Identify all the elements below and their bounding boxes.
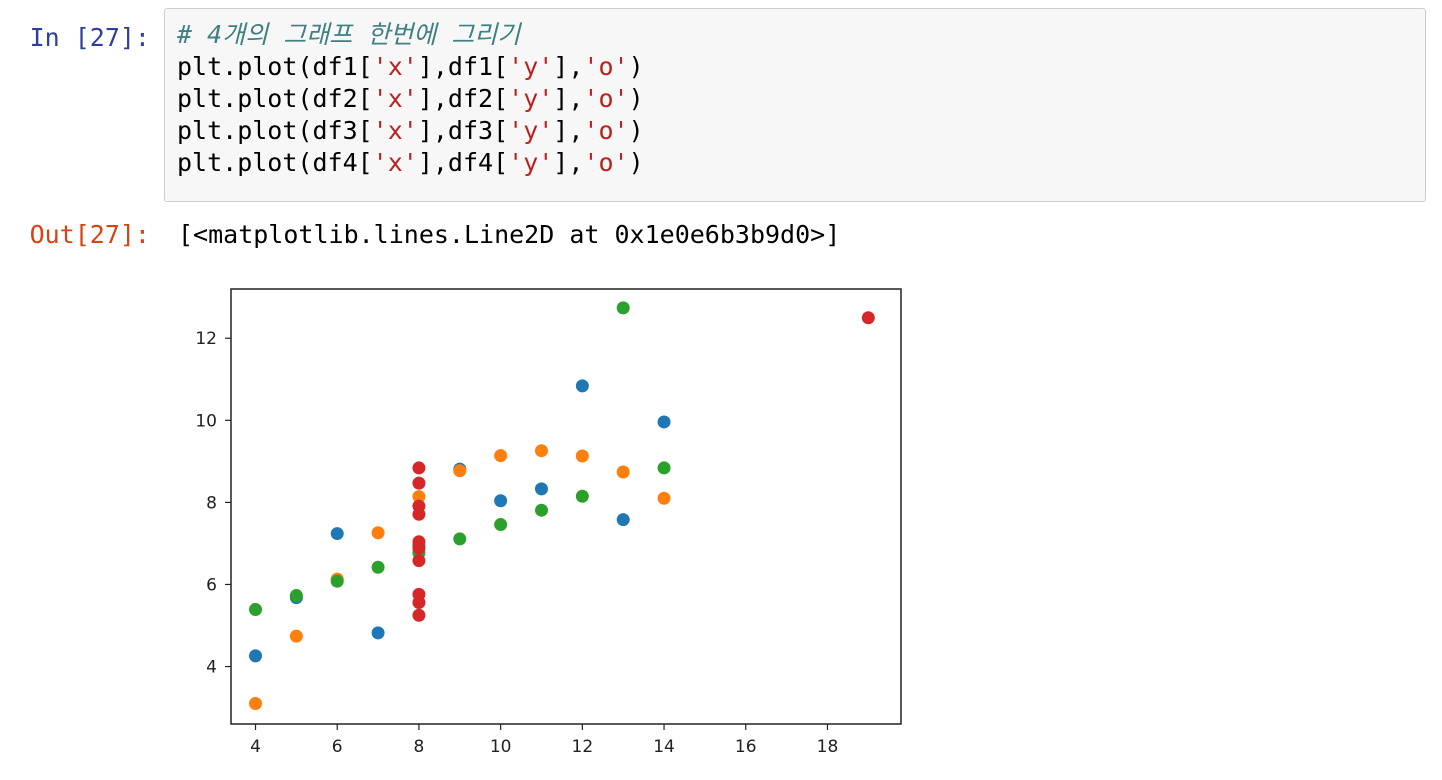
code-token: ) — [628, 148, 644, 177]
code-token: ) — [628, 84, 644, 113]
code-string: 'y' — [508, 84, 554, 113]
scatter-point — [453, 532, 467, 546]
scatter-point — [412, 608, 426, 622]
code-comment-line: # 4개의 그래프 한번에 그리기 — [177, 19, 1415, 51]
x-tick-label: 16 — [735, 737, 757, 757]
code-string: 'x' — [372, 148, 418, 177]
plot-layer: 4 6 8 10 12 14 16 18 4 6 8 10 12 — [195, 288, 902, 757]
output-prompt: Out[27]: — [29, 220, 150, 249]
scatter-point — [616, 513, 630, 527]
code-token: ], — [553, 116, 584, 145]
code-token: plt.plot(df3[ — [177, 116, 373, 145]
y-tick-label: 12 — [195, 329, 217, 349]
code-string: 'x' — [372, 52, 418, 81]
scatter-point — [412, 461, 426, 475]
scatter-point — [412, 554, 426, 568]
code-token: plt.plot(df4[ — [177, 148, 373, 177]
code-token: ], — [553, 84, 584, 113]
x-tick-label: 12 — [572, 737, 594, 757]
code-token: ], — [553, 148, 584, 177]
code-line-3: plt.plot(df3['x'],df3['y'],'o') — [177, 115, 1415, 147]
scatter-point — [412, 499, 426, 513]
input-prompt: In [27]: — [29, 23, 150, 52]
scatter-point — [616, 465, 630, 479]
y-tick-label: 10 — [195, 411, 217, 431]
scatter-point — [494, 449, 508, 463]
y-tick-label: 4 — [206, 658, 217, 678]
code-string: 'o' — [583, 116, 629, 145]
code-token: ) — [628, 52, 644, 81]
scatter-point — [330, 527, 344, 541]
code-line-2: plt.plot(df2['x'],df2['y'],'o') — [177, 83, 1415, 115]
code-string: 'x' — [372, 116, 418, 145]
scatter-point — [494, 494, 508, 508]
scatter-point — [575, 379, 589, 393]
code-string: 'o' — [583, 148, 629, 177]
x-tick-label: 10 — [490, 737, 512, 757]
code-string: 'o' — [583, 84, 629, 113]
scatter-point — [249, 696, 263, 710]
scatter-point — [657, 461, 671, 475]
x-tick-label: 4 — [250, 737, 261, 757]
code-token: plt.plot(df1[ — [177, 52, 373, 81]
scatter-point — [412, 490, 426, 504]
code-token: ], — [553, 52, 584, 81]
code-line-4: plt.plot(df4['x'],df4['y'],'o') — [177, 147, 1415, 179]
output-text: [<matplotlib.lines.Line2D at 0x1e0e6b3b9… — [178, 220, 841, 249]
x-tick-label: 6 — [332, 737, 343, 757]
code-string: 'y' — [508, 116, 554, 145]
scatter-point — [616, 301, 630, 315]
x-tick-label: 18 — [817, 737, 839, 757]
scatter-point — [575, 489, 589, 503]
plot-frame — [230, 288, 902, 725]
code-token: ],df4[ — [417, 148, 509, 177]
code-token: ],df3[ — [417, 116, 509, 145]
code-token: plt.plot(df2[ — [177, 84, 373, 113]
code-token: ],df2[ — [417, 84, 509, 113]
scatter-point — [289, 629, 303, 643]
code-cell[interactable]: # 4개의 그래프 한번에 그리기 plt.plot(df1['x'],df1[… — [164, 8, 1426, 202]
code-string: 'y' — [508, 148, 554, 177]
code-token: ) — [628, 116, 644, 145]
y-tick-label: 8 — [206, 493, 217, 513]
scatter-point — [412, 596, 426, 610]
scatter-point — [412, 541, 426, 555]
code-string: 'x' — [372, 84, 418, 113]
scatter-point — [575, 449, 589, 463]
code-string: 'y' — [508, 52, 554, 81]
scatter-point — [534, 444, 548, 458]
scatter-point — [412, 476, 426, 490]
scatter-point — [534, 482, 548, 496]
scatter-point — [330, 574, 344, 588]
scatter-point — [494, 518, 508, 532]
scatter-point — [657, 415, 671, 429]
code-string: 'o' — [583, 52, 629, 81]
code-line-1: plt.plot(df1['x'],df1['y'],'o') — [177, 51, 1415, 83]
scatter-point — [453, 464, 467, 478]
scatter-plot: 4 6 8 10 12 14 16 18 4 6 8 10 12 — [195, 288, 902, 757]
y-tick-label: 6 — [206, 575, 217, 595]
scatter-point — [249, 649, 263, 663]
scatter-point — [657, 491, 671, 505]
scatter-point — [249, 603, 263, 617]
code-comment: # 4개의 그래프 한번에 그리기 — [177, 20, 521, 49]
code-token: ],df1[ — [417, 52, 509, 81]
x-tick-label: 8 — [414, 737, 425, 757]
scatter-point — [861, 311, 875, 325]
scatter-point — [289, 589, 303, 603]
x-tick-label: 14 — [653, 737, 675, 757]
scatter-point — [534, 503, 548, 517]
scatter-point — [371, 526, 385, 540]
scatter-point — [371, 560, 385, 574]
scatter-point — [371, 626, 385, 640]
